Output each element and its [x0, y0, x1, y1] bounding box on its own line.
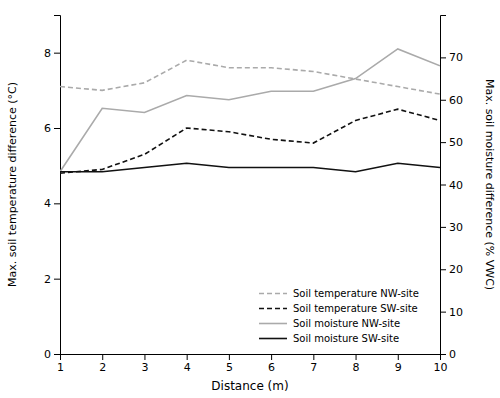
legend-item: Soil moisture NW-site: [259, 318, 400, 329]
tick: 10: [434, 354, 448, 374]
tick-label: 4: [184, 361, 191, 374]
y-axis-title: Max. soil temperature difference (°C): [6, 82, 19, 287]
tick-mark: [440, 185, 446, 186]
tick-mark: [144, 354, 145, 360]
tick-label: 2: [99, 361, 106, 374]
tick: 0: [44, 348, 60, 361]
line: [60, 60, 440, 94]
tick-mark: [440, 57, 446, 58]
y-axis: 0 2 4 6 8: [44, 16, 61, 362]
tick-mark: [440, 354, 446, 355]
legend-label: Soil temperature SW-site: [293, 303, 418, 314]
tick-mark: [440, 100, 446, 101]
tick-mark: [440, 142, 446, 143]
plot-area: [60, 49, 440, 173]
tick-label: 9: [395, 361, 402, 374]
legend: Soil temperature NW-site Soil temperature…: [259, 288, 419, 344]
tick-label: 70: [449, 51, 463, 64]
legend-item: Soil temperature SW-site: [259, 303, 418, 314]
tick: 6: [44, 122, 60, 135]
chart: 1234567891002468010203040506070Distance …: [0, 0, 500, 398]
tick-mark: [440, 269, 446, 270]
axis-line: [61, 355, 441, 361]
tick: 6: [268, 354, 275, 374]
tick-mark: [356, 354, 357, 360]
tick-mark: [54, 279, 60, 280]
tick: 0: [440, 348, 456, 361]
tick: 2: [99, 354, 106, 374]
tick: 7: [310, 354, 317, 374]
tick: 50: [440, 136, 463, 149]
tick-label: 30: [449, 221, 463, 234]
tick: 1: [57, 354, 64, 374]
tick-label: 2: [44, 273, 51, 286]
tick-mark: [271, 354, 272, 360]
line: [60, 109, 440, 173]
tick-mark: [229, 354, 230, 360]
legend-label: Soil temperature NW-site: [293, 288, 419, 299]
tick-mark: [187, 354, 188, 360]
legend-swatch: [259, 293, 287, 295]
tick: 40: [440, 179, 463, 192]
tick: 8: [44, 47, 60, 60]
tick-label: 10: [434, 361, 448, 374]
tick-label: 5: [226, 361, 233, 374]
tick-mark: [54, 203, 60, 204]
tick-mark: [54, 354, 60, 355]
tick-label: 7: [310, 361, 317, 374]
tick-label: 8: [353, 361, 360, 374]
legend-label: Soil moisture NW-site: [293, 318, 400, 329]
tick: 9: [395, 354, 402, 374]
x-axis: 1 2 3 4 5 6 7 8 9 10: [57, 354, 448, 374]
tick-mark: [54, 128, 60, 129]
tick: 3: [141, 354, 148, 374]
tick-label: 50: [449, 136, 463, 149]
line: [60, 163, 440, 171]
axis-line: [441, 16, 447, 355]
tick-label: 8: [44, 47, 51, 60]
tick: 30: [440, 221, 463, 234]
tick: 8: [353, 354, 360, 374]
tick-mark: [440, 312, 446, 313]
tick-label: 20: [449, 263, 463, 276]
tick-label: 0: [449, 348, 456, 361]
legend-swatch: [259, 308, 287, 310]
tick-label: 6: [44, 122, 51, 135]
y2-axis: 0 10 20 30 40 50 60 70: [440, 16, 463, 362]
tick-label: 6: [268, 361, 275, 374]
tick: 10: [440, 306, 463, 319]
legend-item: Soil moisture SW-site: [259, 333, 399, 344]
x-axis-title: Distance (m): [211, 379, 288, 393]
tick: 60: [440, 94, 463, 107]
tick: 5: [226, 354, 233, 374]
tick-label: 1: [57, 361, 64, 374]
tick-mark: [313, 354, 314, 360]
y2-axis-title: Max. soil moisture difference (% VWC): [483, 79, 496, 290]
tick: 4: [184, 354, 191, 374]
tick-label: 40: [449, 179, 463, 192]
tick: 2: [44, 273, 60, 286]
line: [60, 49, 440, 172]
axis-line: [54, 16, 61, 355]
legend-item: Soil temperature NW-site: [259, 288, 419, 299]
tick-mark: [398, 354, 399, 360]
tick-label: 4: [44, 197, 51, 210]
tick: 20: [440, 263, 463, 276]
tick: 70: [440, 51, 463, 64]
tick-mark: [102, 354, 103, 360]
tick-label: 10: [449, 306, 463, 319]
legend-swatch: [259, 323, 287, 325]
tick-mark: [54, 53, 60, 54]
tick-label: 0: [44, 348, 51, 361]
legend-swatch: [259, 338, 287, 340]
tick-label: 3: [141, 361, 148, 374]
legend-label: Soil moisture SW-site: [293, 333, 399, 344]
tick: 4: [44, 197, 60, 210]
tick-mark: [440, 227, 446, 228]
tick-label: 60: [449, 94, 463, 107]
